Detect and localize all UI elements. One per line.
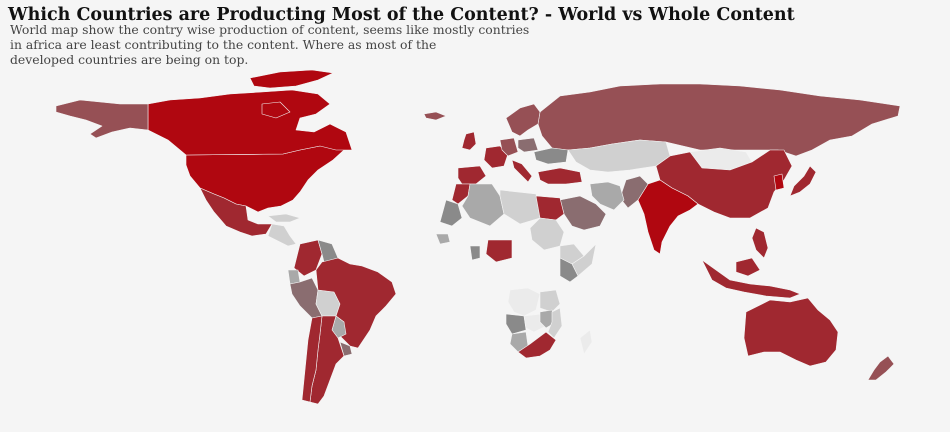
country-alaska: Alaska [55, 99, 149, 139]
country-australia: Australia [743, 297, 839, 367]
subtitle-line: in africa are least contributing to the … [10, 37, 437, 53]
chart-title: Which Countries are Producting Most of t… [8, 5, 795, 25]
country-new-zealand: New Zealand [867, 355, 895, 381]
country-senegal: Senegal [435, 233, 451, 245]
country-congo: Congo [507, 287, 541, 317]
country-saudi-arabia: Saudi Arabia [559, 195, 607, 231]
country-brazil: Brazil [315, 257, 397, 349]
country-south-africa: South Africa [517, 331, 557, 359]
chart-subtitle: World map show the contry wise productio… [10, 22, 590, 68]
country-sudan: Sudan [529, 217, 565, 251]
country-mozambique: Mozambique [547, 307, 563, 339]
country-philippines: Philippines [751, 227, 769, 259]
country-central-america: Central America [267, 223, 297, 247]
country-scandinavia: Scandinavia [505, 103, 541, 137]
country-japan: Japan [789, 165, 817, 197]
country-morocco: Morocco [451, 183, 471, 205]
country-russia: Russia [537, 83, 901, 157]
country-chile: Chile [301, 315, 323, 403]
country-spain: Spain [457, 165, 487, 185]
subtitle-line: World map show the contry wise productio… [10, 22, 530, 37]
country-germany: Germany [499, 137, 519, 157]
country-algeria: Algeria [461, 183, 505, 227]
country-ecuador: Ecuador [287, 269, 301, 285]
country-italy: Italy [511, 159, 533, 183]
country-poland: Poland [517, 137, 539, 153]
country-iran: Iran [589, 181, 625, 211]
country-indonesia: Indonesia [701, 257, 801, 299]
country-india: India [637, 179, 699, 255]
country-canada: Canada [147, 89, 353, 156]
country-france: France [483, 145, 509, 169]
subtitle-line: developed countries are being on top. [10, 52, 249, 68]
country-libya: Libya [499, 189, 541, 225]
country-united-kingdom: United Kingdom [461, 131, 477, 151]
country-south-korea: South Korea [773, 173, 785, 191]
country-angola: Angola [505, 313, 527, 335]
country-greenland: Greenland [249, 69, 334, 89]
country-ghana: Ghana [469, 245, 481, 261]
country-tanzania: Tanzania [539, 289, 561, 313]
country-ukraine: Ukraine [533, 147, 569, 165]
country-turkey: Turkey [537, 167, 583, 185]
country-kenya: Kenya [559, 257, 579, 283]
country-iceland: Iceland [423, 111, 447, 121]
country-mauritania: Mauritania [439, 199, 463, 227]
country-nigeria: Nigeria [485, 239, 513, 263]
country-madagascar: Madagascar [579, 329, 593, 355]
country-cuba: Cuba [267, 213, 301, 223]
country-egypt: Egypt [535, 195, 565, 221]
country-somalia: Somalia [571, 243, 597, 277]
